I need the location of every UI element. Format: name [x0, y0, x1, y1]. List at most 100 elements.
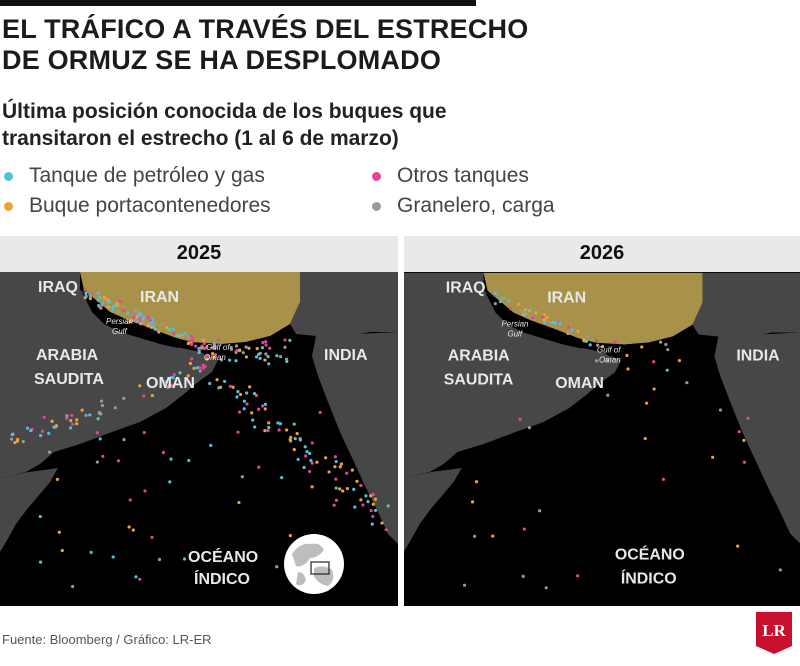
ship-dot: [146, 315, 150, 319]
land-africa: [0, 468, 58, 552]
ship-dot: [237, 410, 242, 414]
ship-dot: [267, 421, 271, 425]
ship-dot: [175, 333, 179, 337]
ship-dot: [380, 521, 384, 525]
label-oceano: OCÉANO: [188, 547, 258, 566]
ship-dot: [190, 357, 194, 361]
land-arabia: [404, 272, 621, 478]
ship-dot: [102, 296, 107, 300]
map-svg-2025: IRAQ IRAN ARABIA SAUDITA OMAN INDIA OCÉA…: [0, 272, 398, 594]
ship-dot: [534, 310, 538, 315]
ship-dot: [244, 345, 248, 349]
ship-dot: [570, 328, 574, 332]
ship-dot: [263, 402, 268, 406]
ship-dot: [38, 514, 42, 519]
ship-dot: [234, 359, 238, 363]
ship-dot: [250, 411, 254, 415]
ship-dot: [520, 309, 524, 314]
ship-dot: [186, 374, 190, 378]
ship-dot: [212, 355, 216, 359]
ship-dot: [517, 302, 521, 306]
ship-dot: [208, 381, 212, 386]
ship-dot: [9, 437, 14, 441]
ship-dot: [113, 406, 117, 410]
ship-dot: [652, 387, 656, 391]
ship-dot: [195, 366, 200, 370]
ship-dot: [98, 437, 102, 441]
ship-dot: [150, 535, 154, 539]
ship-dot: [742, 438, 746, 442]
ship-dot: [302, 465, 306, 470]
ship-dot: [529, 308, 533, 312]
ship-dot: [685, 381, 689, 385]
ship-dot: [128, 320, 132, 324]
label-gulf-of: Gulf of: [206, 343, 230, 352]
ship-dot: [588, 343, 592, 347]
ship-dot: [260, 346, 265, 350]
ship-dot: [384, 528, 388, 532]
ship-dot: [138, 384, 142, 388]
ship-dot: [264, 340, 268, 344]
ship-dot: [216, 338, 220, 342]
ship-dot: [254, 393, 259, 398]
ship-dot: [582, 339, 586, 343]
label-saudita: SAUDITA: [444, 371, 514, 388]
ship-dot: [98, 295, 102, 300]
ship-dot: [29, 429, 33, 433]
label-indico: ÍNDICO: [194, 569, 250, 588]
ship-dot: [68, 426, 73, 430]
ship-dot: [186, 341, 191, 346]
ship-dot: [248, 385, 252, 389]
ship-dot: [205, 345, 209, 349]
ship-dot: [126, 311, 130, 315]
ship-dot: [292, 422, 296, 426]
legend-item-bulk-cargo: Granelero, carga: [368, 191, 555, 221]
ship-dot: [567, 331, 572, 335]
ship-dot: [168, 480, 172, 484]
ship-dot: [257, 465, 261, 469]
ship-dot: [88, 413, 92, 417]
ship-dot: [52, 425, 56, 429]
ship-dot: [613, 340, 617, 344]
ship-dot: [711, 455, 715, 459]
ship-dot: [190, 342, 194, 346]
ship-dot: [659, 340, 663, 344]
ship-dot: [370, 522, 374, 526]
ship-dot: [187, 380, 191, 384]
ship-dot: [97, 304, 102, 309]
ship-dot: [268, 346, 272, 350]
label-iraq: IRAQ: [446, 280, 486, 297]
ship-dot: [264, 343, 268, 347]
ship-dot: [664, 342, 668, 347]
ship-dot: [167, 327, 171, 332]
ship-dot: [746, 416, 750, 420]
ship-dot: [122, 396, 126, 400]
label-gulf: Gulf: [112, 327, 127, 336]
year-band-2026: [404, 236, 800, 272]
ship-dot: [600, 344, 605, 349]
ship-dot: [288, 338, 292, 342]
ship-dot: [288, 534, 292, 538]
ship-dot: [164, 325, 169, 329]
map-panel-2026: IRAQ IRAN ARABIA SAUDITA OMAN INDIA OCÉA…: [404, 272, 800, 606]
ship-dot: [278, 354, 283, 359]
ship-dot: [122, 437, 126, 442]
ship-dot: [211, 351, 215, 356]
ship-dot: [171, 376, 175, 380]
ship-dot: [131, 528, 135, 532]
ship-dot: [252, 391, 257, 396]
logo-text: LR: [762, 621, 786, 640]
ship-dot: [345, 486, 349, 491]
ship-dot: [652, 360, 656, 364]
ship-dot: [180, 335, 184, 339]
ship-dot: [576, 574, 580, 578]
label-gulf: Gulf: [507, 330, 522, 339]
ship-dot: [213, 345, 217, 350]
ship-dot: [491, 534, 495, 538]
ship-dot: [178, 371, 182, 375]
ship-dot: [84, 291, 88, 296]
ship-dot: [305, 450, 309, 454]
ship-dot: [40, 429, 45, 433]
ship-dot: [65, 416, 69, 420]
ship-dot: [355, 479, 359, 483]
